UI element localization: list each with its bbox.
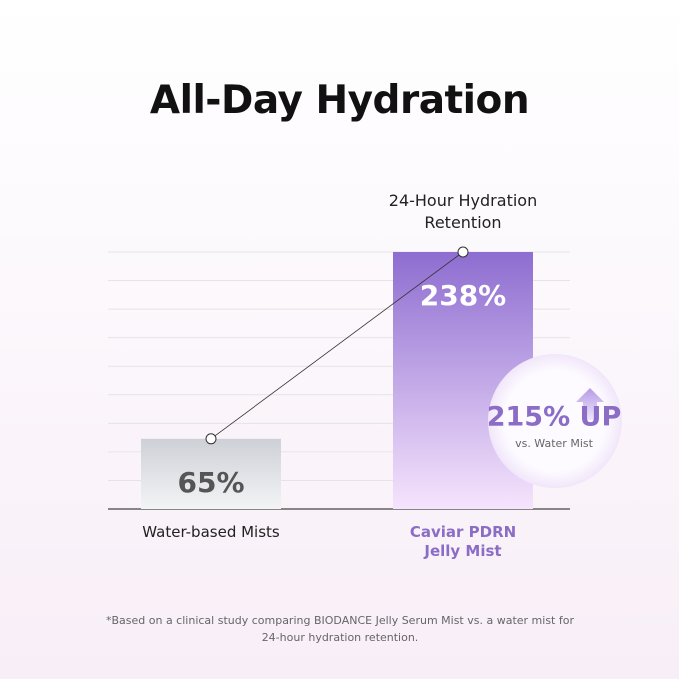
value-label: 238%	[420, 279, 507, 312]
value-label: 65%	[177, 466, 244, 499]
category-label: Water-based Mists	[142, 523, 280, 541]
annotation: 24-Hour Hydration Retention	[388, 191, 538, 232]
bar-top-marker	[205, 433, 217, 445]
callout-text: 215% UP	[487, 402, 622, 433]
callout-subtext: vs. Water Mist	[515, 437, 594, 450]
callout-badge	[488, 354, 622, 488]
chart-title: All-Day Hydration	[149, 78, 530, 123]
category-label: Caviar PDRN Jelly Mist	[409, 523, 517, 560]
up-arrow	[576, 388, 604, 420]
bar-top-marker	[457, 246, 469, 258]
bar	[141, 438, 281, 509]
connector	[210, 251, 464, 440]
footnote: *Based on a clinical study comparing BIO…	[105, 614, 574, 644]
